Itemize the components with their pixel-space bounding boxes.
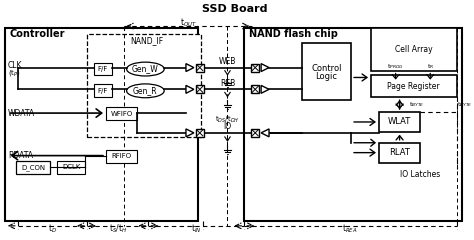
Text: t$_{OUT}$: t$_{OUT}$ (180, 17, 196, 29)
Text: Gen_R: Gen_R (133, 86, 158, 95)
Text: (t$_P$): (t$_P$) (8, 67, 21, 78)
Bar (94, 84, 112, 97)
Bar (5, 28, 198, 221)
Bar (196, 64, 204, 72)
Text: t$_{REA}$: t$_{REA}$ (342, 222, 358, 235)
Text: t$_{BYTE}$: t$_{BYTE}$ (410, 100, 425, 109)
Text: F/F: F/F (98, 66, 108, 72)
Ellipse shape (127, 62, 164, 76)
Bar (371, 76, 457, 97)
Bar (244, 28, 462, 221)
Text: WDATA: WDATA (8, 108, 35, 118)
Bar (251, 64, 259, 72)
Bar (301, 43, 351, 100)
Text: Page Register: Page Register (387, 82, 440, 91)
Bar (106, 107, 137, 120)
Polygon shape (186, 64, 194, 72)
Text: RDATA: RDATA (8, 151, 33, 160)
Text: t$_S$/t$_H$: t$_S$/t$_H$ (109, 222, 127, 235)
Text: WEB: WEB (219, 57, 236, 66)
Text: WFIFO: WFIFO (110, 111, 133, 117)
Text: RLAT: RLAT (389, 148, 410, 157)
Bar (94, 63, 112, 76)
Text: NAND flash chip: NAND flash chip (249, 29, 338, 39)
Bar (379, 112, 420, 132)
Bar (371, 28, 457, 71)
Text: t$_{IN}$: t$_{IN}$ (191, 222, 201, 235)
Text: Control: Control (311, 64, 342, 73)
Bar (16, 161, 50, 174)
Bar (57, 161, 85, 174)
Text: t$_{BYTE}$: t$_{BYTE}$ (457, 100, 473, 109)
Bar (251, 129, 259, 137)
Bar (87, 34, 201, 137)
Text: REB: REB (220, 79, 235, 88)
Ellipse shape (127, 84, 164, 98)
Text: D_CON: D_CON (21, 164, 45, 171)
Text: Controller: Controller (10, 29, 65, 39)
Text: IO: IO (223, 122, 232, 132)
Text: Gen_W: Gen_W (132, 65, 159, 74)
Polygon shape (261, 85, 269, 93)
Text: NAND_IF: NAND_IF (130, 36, 163, 45)
Text: RFIFO: RFIFO (111, 153, 132, 159)
Bar (379, 143, 420, 162)
Text: Cell Array: Cell Array (395, 45, 432, 54)
Text: t$_D$: t$_D$ (48, 222, 57, 235)
Bar (196, 85, 204, 93)
Text: Logic: Logic (315, 72, 337, 81)
Text: t$_{DS}$/t$_{DH}$: t$_{DS}$/t$_{DH}$ (215, 115, 240, 125)
Polygon shape (261, 64, 269, 72)
Text: t$_R$: t$_R$ (427, 62, 434, 71)
Text: IO Latches: IO Latches (400, 170, 440, 179)
Bar (196, 129, 204, 137)
Text: F/F: F/F (98, 88, 108, 94)
Text: DCLK: DCLK (62, 164, 81, 170)
Text: SSD Board: SSD Board (201, 4, 267, 14)
Text: CLK: CLK (8, 61, 22, 70)
Polygon shape (186, 129, 194, 137)
Polygon shape (261, 129, 269, 137)
Text: WLAT: WLAT (388, 117, 411, 126)
Bar (251, 85, 259, 93)
Polygon shape (186, 85, 194, 93)
Text: t$_{PROG}$: t$_{PROG}$ (387, 62, 404, 71)
Bar (106, 150, 137, 162)
